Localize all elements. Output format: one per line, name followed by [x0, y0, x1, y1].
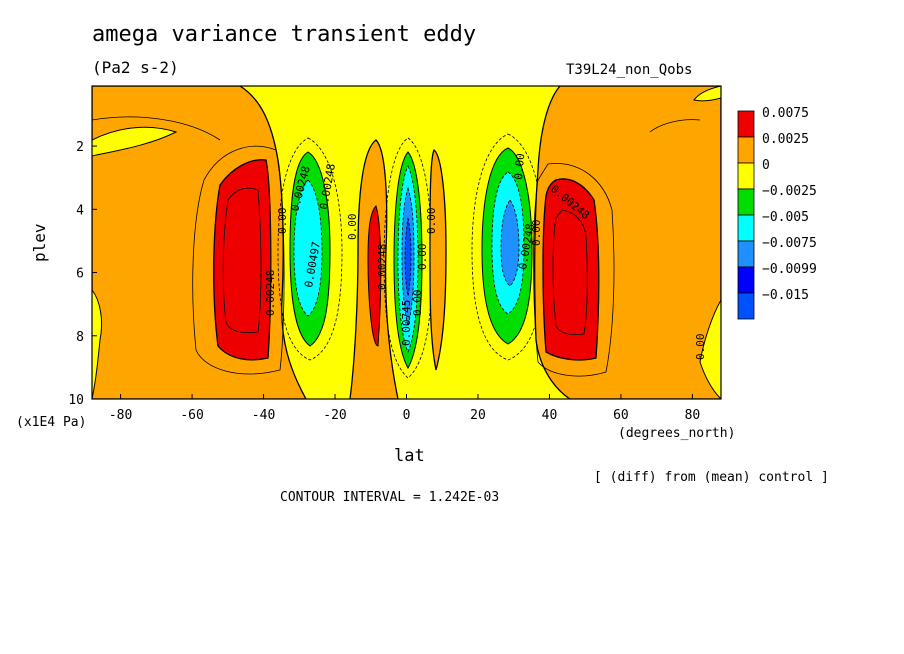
y-tick-label: 6: [76, 267, 84, 282]
x-tick-label: 20: [470, 408, 486, 423]
x-axis-label: lat: [394, 446, 425, 466]
x-tick-label: 0: [403, 408, 411, 423]
fill-nh-yellow-right: [699, 298, 721, 399]
contour-interval: CONTOUR INTERVAL = 1.242E-03: [280, 490, 500, 505]
legend-swatch: [737, 214, 755, 242]
legend-swatch: [737, 188, 755, 216]
legend-label: 0: [762, 158, 770, 173]
x-tick-label: -20: [323, 408, 346, 423]
contour-label: 0.00: [346, 214, 359, 241]
fill-nh-red: [542, 178, 600, 361]
x-axis-ticks: -80 -60 -40 -20 0 20 40 60 80: [109, 394, 700, 423]
contour-label: 0.00: [512, 153, 527, 181]
y-tick-label: 8: [76, 330, 84, 345]
contour-label: 0.00745: [400, 300, 413, 346]
fill-eq-orange-right: [429, 148, 447, 371]
fill-nh-yellow-pocket: [693, 86, 721, 102]
y-axis-units: (x1E4 Pa): [16, 415, 87, 430]
color-legend: 0.0075 0.0025 0 −0.0025 −0.005 −0.0075 −0.0099…: [737, 106, 817, 320]
x-tick-label: -80: [109, 408, 132, 423]
legend-label: −0.015: [762, 288, 809, 303]
legend-label: −0.0099: [762, 262, 817, 277]
chart-units: (Pa2 s-2): [92, 58, 179, 77]
legend-swatch: [737, 292, 755, 320]
legend-label: 0.0025: [762, 132, 809, 147]
contour-label: 0.00: [425, 208, 438, 235]
contour-label: 0.00: [416, 244, 429, 271]
y-tick-label: 2: [76, 140, 84, 155]
x-tick-label: -40: [252, 408, 275, 423]
contour-label: 0.00: [411, 290, 424, 317]
fill-nh-blue: [500, 199, 520, 287]
fill-eq-red-left: [367, 205, 382, 347]
chart-title: amega variance transient eddy: [92, 22, 477, 47]
legend-swatch: [737, 240, 755, 268]
x-axis-units: (degrees_north): [618, 426, 736, 441]
x-tick-label: 60: [613, 408, 629, 423]
legend-label: −0.0075: [762, 236, 817, 251]
x-tick-label: 80: [685, 408, 701, 423]
fill-sh-yellow-pocket: [92, 126, 178, 157]
diff-annotation: [ (diff) from (mean) control ]: [594, 470, 829, 485]
legend-swatch: [737, 266, 755, 294]
contour-label: 0.00: [276, 208, 289, 235]
legend-label: 0.0075: [762, 106, 809, 121]
fill-sh-red: [213, 159, 272, 361]
fill-sh-yellow-left: [92, 289, 103, 399]
contour-label: 0.00: [530, 220, 543, 247]
contour-label: 0.00: [694, 334, 707, 361]
x-tick-label: 40: [542, 408, 558, 423]
fill-eq-deepblue: [404, 217, 412, 297]
legend-label: −0.005: [762, 210, 809, 225]
legend-label: −0.0025: [762, 184, 817, 199]
y-tick-label: 4: [76, 203, 84, 218]
y-tick-label: 10: [68, 393, 84, 408]
legend-swatch: [737, 162, 755, 190]
x-tick-label: -60: [180, 408, 203, 423]
contour-label: 0.00248: [376, 244, 389, 290]
contour-label: 0.00248: [264, 270, 277, 316]
fill-sh-cyan: [293, 179, 323, 317]
legend-swatch: [737, 136, 755, 164]
contour-fill: [92, 86, 721, 399]
run-label: T39L24_non_Qobs: [566, 62, 693, 78]
y-axis-ticks: 2 4 6 8 10: [68, 140, 97, 408]
legend-swatch: [737, 110, 755, 138]
